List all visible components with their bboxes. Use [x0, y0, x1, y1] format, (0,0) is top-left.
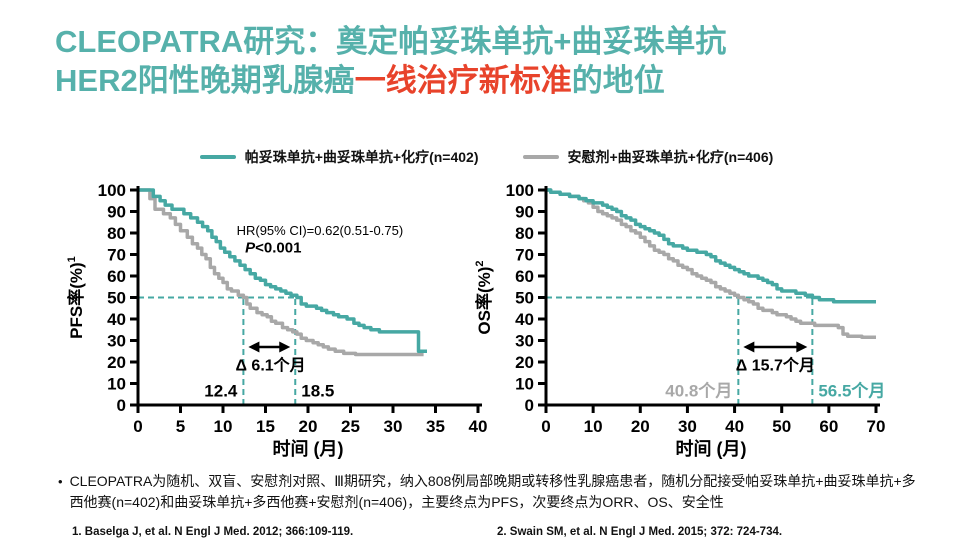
svg-text:70: 70	[107, 246, 126, 265]
delta-arrowhead-left	[248, 341, 260, 353]
svg-text:10: 10	[515, 375, 534, 394]
svg-text:20: 20	[299, 417, 318, 436]
svg-text:56.5个月: 56.5个月	[818, 380, 885, 400]
svg-text:50: 50	[515, 289, 534, 308]
svg-text:0: 0	[525, 396, 534, 415]
legend-item-placebo: 安慰剂+曲妥珠单抗+化疗(n=406)	[522, 147, 774, 167]
svg-text:OS率(%)2: OS率(%)2	[474, 260, 494, 334]
svg-text:20: 20	[515, 353, 534, 372]
title-line2-post: 的地位	[571, 63, 665, 98]
svg-text:25: 25	[341, 417, 360, 436]
axis-lines	[544, 186, 880, 407]
pertuzumab-arm-pfs-curve	[138, 188, 427, 354]
svg-text:80: 80	[107, 224, 126, 243]
svg-text:HR(95% CI)=0.62(0.51-0.75): HR(95% CI)=0.62(0.51-0.75)	[237, 223, 404, 238]
reference-1: 1. Baselga J, et al. N Engl J Med. 2012;…	[72, 526, 354, 538]
svg-text:10: 10	[584, 417, 603, 436]
svg-text:Δ 6.1个月: Δ 6.1个月	[235, 356, 305, 375]
placebo-arm-pfs-curve	[138, 188, 424, 357]
delta-arrowhead-right	[279, 341, 291, 353]
svg-text:PFS率(%)1: PFS率(%)1	[66, 256, 86, 339]
svg-text:40: 40	[469, 417, 488, 436]
svg-text:20: 20	[107, 353, 126, 372]
study-design-text: CLEOPATRA为随机、双盲、安慰剂对照、Ⅲ期研究，纳入808例局部晚期或转移…	[69, 473, 916, 510]
svg-text:15: 15	[256, 417, 275, 436]
svg-text:50: 50	[772, 417, 791, 436]
reference-2: 2. Swain SM, et al. N Engl J Med. 2015; …	[497, 526, 783, 538]
svg-text:70: 70	[867, 417, 886, 436]
svg-text:100: 100	[506, 181, 534, 200]
bullet-glyph: •	[58, 474, 63, 489]
svg-text:30: 30	[107, 332, 126, 351]
svg-text:0: 0	[133, 417, 142, 436]
svg-text:20: 20	[631, 417, 650, 436]
svg-text:30: 30	[384, 417, 403, 436]
svg-text:90: 90	[107, 203, 126, 222]
pertuzumab-line-swatch	[199, 155, 236, 159]
svg-text:100: 100	[98, 181, 126, 200]
delta-arrowhead-left	[743, 341, 755, 353]
svg-text:40: 40	[107, 310, 126, 329]
delta-arrowhead-right	[796, 341, 808, 353]
svg-text:30: 30	[678, 417, 697, 436]
svg-text:40: 40	[515, 310, 534, 329]
placebo-arm-os-curve	[546, 188, 876, 340]
svg-text:18.5: 18.5	[301, 381, 334, 400]
svg-text:10: 10	[107, 375, 126, 394]
svg-text:60: 60	[107, 267, 126, 286]
svg-text:50: 50	[107, 289, 126, 308]
chart-legend: 帕妥珠单抗+曲妥珠单抗+化疗(n=402) 安慰剂+曲妥珠单抗+化疗(n=406…	[0, 147, 973, 167]
title-line2-highlight: 一线治疗新标准	[354, 63, 572, 98]
svg-text:90: 90	[515, 203, 534, 222]
svg-text:40: 40	[725, 417, 744, 436]
svg-text:0: 0	[117, 396, 126, 415]
legend-item-pertuzumab: 帕妥珠单抗+曲妥珠单抗+化疗(n=402)	[199, 147, 479, 167]
svg-text:60: 60	[515, 267, 534, 286]
svg-text:时间 (月): 时间 (月)	[273, 439, 344, 459]
pfs-chart: 0 10 20 30 40 50 60 70 80 90 100 0 5 10 15 20 25 30 35 40 时间…	[66, 181, 488, 459]
study-design-footnote: • CLEOPATRA为随机、双盲、安慰剂对照、Ⅲ期研究，纳入808例局部晚期或…	[58, 471, 924, 513]
svg-text:40.8个月: 40.8个月	[665, 380, 732, 400]
svg-text:70: 70	[515, 246, 534, 265]
svg-text:0: 0	[541, 417, 550, 436]
os-chart: 0 10 20 30 40 50 60 70 80 90 100 0 10 20 30 40 50 60 70 时间 …	[474, 181, 886, 459]
page-title: CLEOPATRA研究：奠定帕妥珠单抗+曲妥珠单抗 HER2阳性晚期乳腺癌一线治…	[55, 22, 726, 100]
svg-text:5: 5	[176, 417, 185, 436]
svg-text:35: 35	[426, 417, 445, 436]
svg-text:30: 30	[515, 332, 534, 351]
svg-text:80: 80	[515, 224, 534, 243]
title-line2-pre: HER2阳性晚期乳腺癌	[55, 63, 355, 98]
legend-label-placebo: 安慰剂+曲妥珠单抗+化疗(n=406)	[567, 149, 774, 165]
svg-text:P<0.001: P<0.001	[245, 239, 301, 256]
placebo-line-swatch	[522, 155, 559, 159]
svg-text:Δ 15.7个月: Δ 15.7个月	[736, 356, 815, 375]
svg-text:60: 60	[819, 417, 838, 436]
legend-label-pertuzumab: 帕妥珠单抗+曲妥珠单抗+化疗(n=402)	[244, 149, 479, 165]
svg-text:12.4: 12.4	[204, 381, 238, 400]
svg-text:时间 (月): 时间 (月)	[676, 439, 747, 459]
svg-text:10: 10	[214, 417, 233, 436]
pertuzumab-arm-os-curve	[546, 188, 876, 304]
title-line1: CLEOPATRA研究：奠定帕妥珠单抗+曲妥珠单抗	[55, 24, 727, 59]
